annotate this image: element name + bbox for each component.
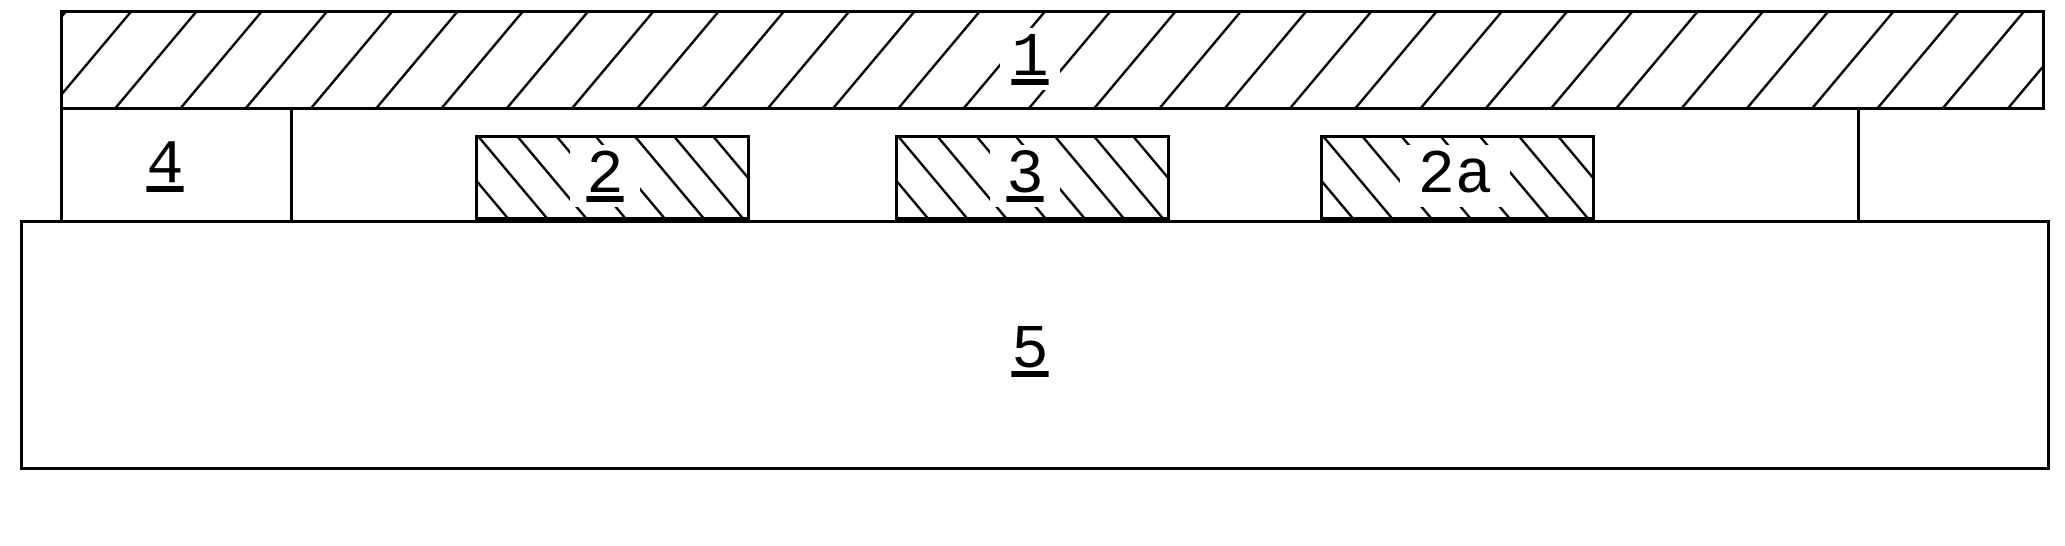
diagram-stage: 1 4 2 3 2a 5 <box>0 0 2065 546</box>
label-5: 5 <box>1000 320 1060 382</box>
label-2a: 2a <box>1400 145 1510 207</box>
label-1: 1 <box>1000 28 1060 90</box>
label-4: 4 <box>135 135 195 197</box>
label-3: 3 <box>990 145 1060 207</box>
mid-divider <box>290 110 293 220</box>
label-2: 2 <box>570 145 640 207</box>
